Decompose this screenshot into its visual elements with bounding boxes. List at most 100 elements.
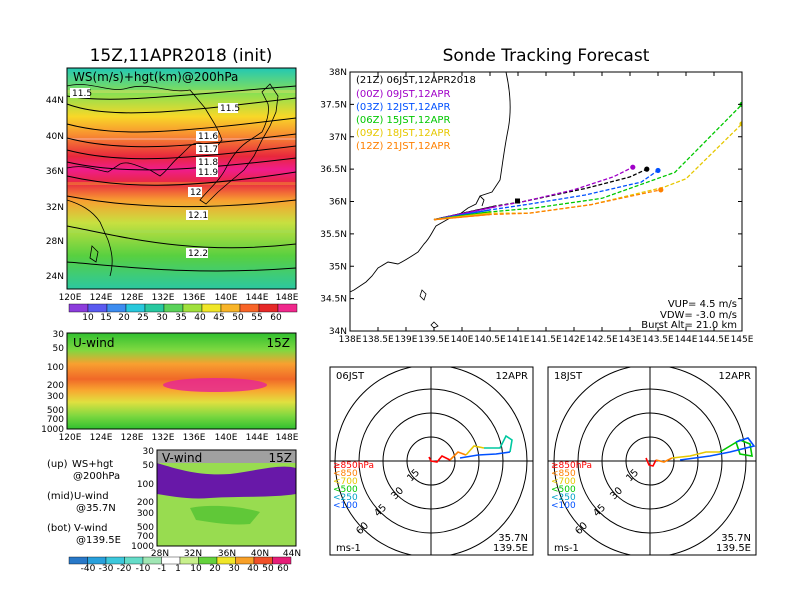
burst-marker bbox=[515, 198, 520, 204]
y-tick-label: 35.5N bbox=[320, 230, 347, 240]
hodograph-06jst: 06JST 12APR ≥850hPa <850 <700 <500 <250 … bbox=[329, 366, 534, 556]
tick-label: 200 bbox=[47, 381, 64, 391]
hodo2-lat: 35.7N bbox=[721, 533, 751, 544]
vwind-y-ticks: 30 50 100 200 300 500 700 1000 bbox=[131, 447, 154, 552]
track-end-point-2 bbox=[655, 167, 661, 174]
uwind-jet-core bbox=[163, 378, 267, 392]
colorbar-cell bbox=[258, 303, 279, 313]
y-tick-label: 37.5N bbox=[320, 100, 347, 110]
legend-entry-09z: (09Z) 18JST,12APR bbox=[356, 128, 450, 139]
panel-notes: (up) WS+hgt @200hPa (mid) U-wind @35.7N … bbox=[47, 459, 121, 546]
tick-label: 500 bbox=[47, 406, 64, 416]
colorbar-cell bbox=[198, 556, 218, 565]
level-label: <500 bbox=[551, 485, 576, 495]
colorbar-tick: 20 bbox=[118, 313, 130, 323]
colorbar-tick: 55 bbox=[251, 313, 262, 323]
x-tick-label: 138E bbox=[339, 335, 362, 345]
colorbar-cell bbox=[253, 556, 273, 565]
x-tick-label: 139.5E bbox=[418, 335, 450, 345]
tick-label: 40N bbox=[251, 549, 269, 559]
hodo1-seg-250 bbox=[484, 434, 513, 453]
colorbar-tick: 50 bbox=[232, 313, 244, 323]
vwind-negative-area bbox=[157, 463, 296, 499]
colorbar-tick: -1 bbox=[158, 564, 167, 574]
colorbar-cell bbox=[179, 556, 199, 565]
tick-label: 1000 bbox=[41, 425, 64, 435]
hodo2-date: 12APR bbox=[718, 371, 751, 382]
tracking-legend: (21Z) 06JST,12APR2018 (00Z) 09JST,12APR … bbox=[356, 75, 476, 152]
hodo1-lat: 35.7N bbox=[498, 533, 528, 544]
tick-label: 28N bbox=[46, 237, 64, 247]
tick-label: 128E bbox=[121, 433, 144, 443]
uwind-label: U-wind bbox=[73, 336, 114, 350]
tick-label: 100 bbox=[137, 480, 154, 490]
colorbar-tick: 25 bbox=[137, 313, 148, 323]
taiwan-outline bbox=[89, 245, 99, 263]
y-tick-label: 35N bbox=[329, 262, 347, 272]
hodo1-title: 06JST bbox=[336, 371, 365, 382]
colorbar-cell bbox=[144, 303, 165, 313]
colorbar-tick: 40 bbox=[247, 564, 259, 574]
note-tag: (up) bbox=[47, 459, 68, 470]
y-tick-label: 34N bbox=[329, 327, 347, 337]
level-label: <700 bbox=[333, 477, 358, 487]
colorbar-tick: 10 bbox=[82, 313, 94, 323]
x-tick-label: 142E bbox=[563, 335, 586, 345]
colorbar-tick: 10 bbox=[190, 564, 202, 574]
track-ascent-5 bbox=[433, 213, 491, 221]
tick-label: 144E bbox=[246, 433, 269, 443]
colorbar-tick: 50 bbox=[262, 564, 274, 574]
hodo2-seg-850 bbox=[645, 457, 657, 467]
note-line: @35.7N bbox=[76, 503, 116, 514]
tick-label: 36N bbox=[218, 549, 236, 559]
x-tick-label: 144.5E bbox=[698, 335, 730, 345]
hodo2-seg-500 bbox=[671, 451, 720, 459]
x-tick-label: 141.5E bbox=[530, 335, 562, 345]
tick-label: 132E bbox=[152, 433, 175, 443]
level-label: <100 bbox=[333, 501, 358, 511]
ws-map-label: WS(m/s)+hgt(km)@200hPa bbox=[73, 70, 238, 84]
vwind-missing-top bbox=[157, 450, 296, 463]
y-tick-label: 37N bbox=[329, 133, 347, 143]
colorbar-tick: 20 bbox=[209, 564, 221, 574]
contour-label: 11.5 bbox=[72, 89, 92, 99]
colorbar-cell bbox=[235, 556, 255, 565]
x-tick-label: 138.5E bbox=[362, 335, 394, 345]
tracking-axis-ticks: 138E 138.5E 139E 139.5E 140E 140.5E 141E 141.5E… bbox=[320, 68, 754, 345]
level-label: <250 bbox=[551, 493, 576, 503]
colorbar-cell bbox=[220, 303, 241, 313]
contour-label: 11.9 bbox=[198, 168, 218, 178]
ws-texture bbox=[67, 90, 296, 233]
y-tick-label: 34.5N bbox=[320, 295, 347, 305]
hodo2-lon: 139.5E bbox=[716, 543, 751, 554]
tracking-plot-area bbox=[350, 72, 742, 331]
track-end-point-4 bbox=[739, 121, 742, 127]
hodo1-seg-100 bbox=[459, 451, 511, 459]
colorbar-cell bbox=[272, 556, 292, 565]
tick-label: 40N bbox=[46, 132, 64, 142]
island-outline bbox=[419, 289, 427, 301]
note-line: @200hPa bbox=[73, 471, 120, 482]
japan-outline bbox=[199, 83, 279, 205]
colorbar-cell bbox=[142, 556, 162, 565]
hodograph-18jst: 18JST 12APR ≥850hPa <850 <700 <500 <250 … bbox=[547, 366, 757, 556]
colorbar-cell bbox=[239, 303, 260, 313]
colorbar-tick: -40 bbox=[81, 564, 96, 574]
vwind-colorbar-ticks: -40 -30 -20 -10 -1 1 10 20 30 40 50 60 bbox=[81, 564, 289, 574]
level-label: ≥850hPa bbox=[551, 461, 592, 471]
vwind-colorbar: -40 -30 -20 -10 -1 1 10 20 30 40 50 60 bbox=[68, 556, 292, 574]
colorbar-cell bbox=[124, 556, 144, 565]
vdw-text: VDW= -3.0 m/s bbox=[660, 310, 737, 321]
sonde-tracks bbox=[433, 101, 742, 221]
vwind-time: 15Z bbox=[269, 451, 293, 465]
contour-labels: 11.5 11.5 11.6 11.7 11.8 11.9 12 12.1 12… bbox=[70, 88, 240, 259]
china-south-coast bbox=[66, 199, 113, 277]
contour-label: 11.5 bbox=[220, 104, 240, 114]
tick-label: 128E bbox=[121, 293, 144, 303]
tick-label: 44N bbox=[46, 96, 64, 106]
track-end-point-0 bbox=[644, 166, 650, 172]
vwind-field bbox=[157, 450, 296, 546]
colorbar-tick: -30 bbox=[99, 564, 114, 574]
hodo1-seg-700 bbox=[449, 451, 467, 461]
